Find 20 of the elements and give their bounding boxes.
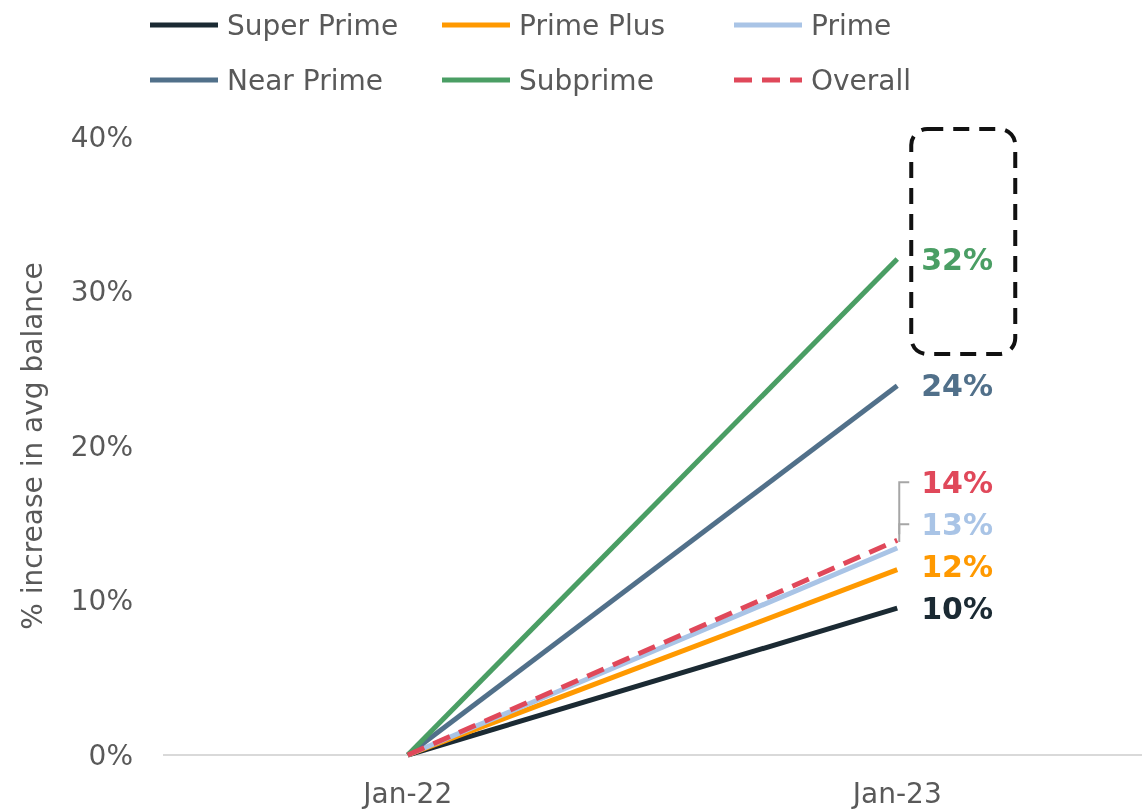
data-label: 13% [921, 506, 994, 542]
data-label: 12% [921, 548, 994, 584]
legend-label: Overall [811, 64, 912, 97]
legend-label: Prime [811, 9, 892, 42]
y-tick-label: 0% [88, 738, 133, 772]
legend-label: Subprime [519, 64, 654, 97]
y-tick-label: 30% [70, 275, 133, 309]
legend-label: Super Prime [227, 9, 399, 42]
data-label: 14% [921, 464, 994, 500]
x-tick-label: Jan-23 [850, 777, 942, 810]
y-tick-label: 10% [70, 584, 133, 618]
data-label: 24% [921, 368, 994, 404]
legend-label: Near Prime [227, 64, 383, 97]
y-axis-title: % increase in avg balance [16, 262, 49, 630]
x-tick-label: Jan-22 [361, 777, 453, 810]
data-label: 32% [921, 241, 994, 277]
y-tick-label: 20% [70, 429, 133, 463]
y-tick-label: 40% [70, 120, 133, 154]
legend-label: Prime Plus [519, 9, 666, 42]
data-label: 10% [921, 590, 994, 626]
